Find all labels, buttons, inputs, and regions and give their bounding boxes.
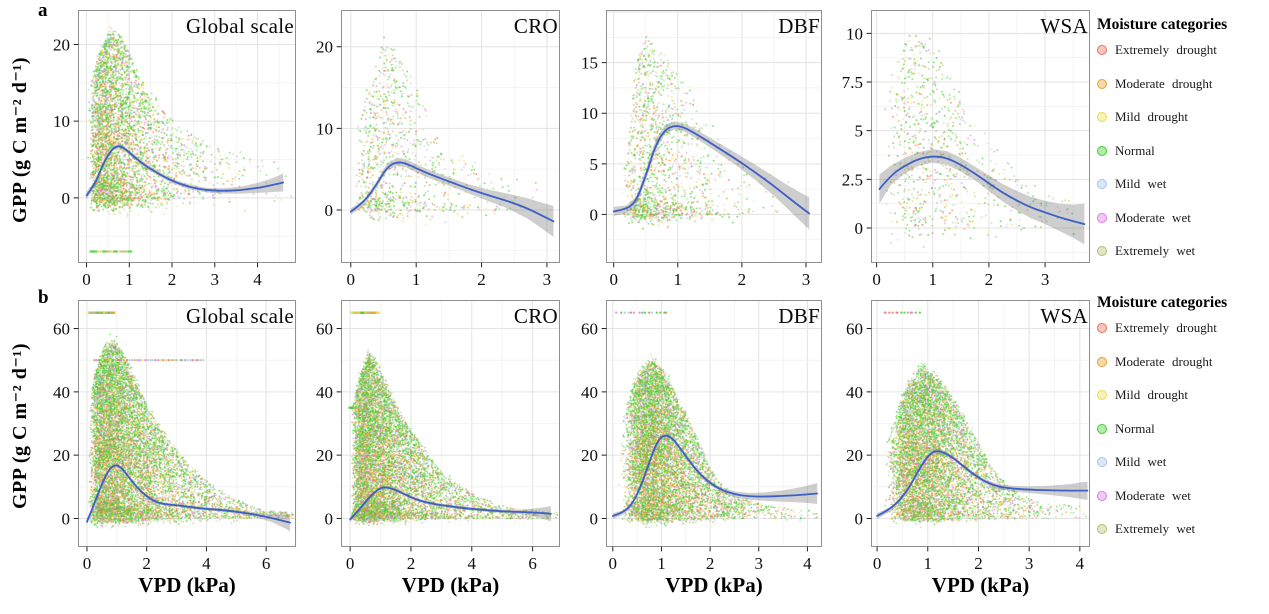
panel-b-dbf-canvas <box>564 291 834 583</box>
panel-b-wsa: WSA VPD (kPa) <box>829 291 1102 613</box>
panel-title: DBF <box>778 14 820 38</box>
panel-title: Global scale <box>186 14 294 38</box>
legend-item-moderate-wet: Moderate wet <box>1097 208 1269 228</box>
extremely-drought-marker-icon <box>1097 323 1107 333</box>
extremely-wet-marker-icon <box>1097 524 1107 534</box>
legend-item-mild-wet: Mild wet <box>1097 174 1269 194</box>
panel-a-cro-canvas <box>299 1 572 299</box>
panel-title: CRO <box>513 304 558 328</box>
y-axis-label-row-b: GPP (g C m⁻² d⁻¹) <box>9 342 31 509</box>
panel-a-wsa: WSA <box>829 1 1102 299</box>
panel-title: WSA <box>1040 304 1088 328</box>
panel-a-dbf: DBF <box>564 1 834 299</box>
x-axis-label: VPD (kPa) <box>931 573 1030 597</box>
legend-item-moderate-drought: Moderate drought <box>1097 352 1269 372</box>
panel-title: Global scale <box>186 304 294 328</box>
panel-title: DBF <box>778 304 820 328</box>
legend-item-mild-drought: Mild drought <box>1097 107 1269 127</box>
moderate-wet-marker-icon <box>1097 212 1107 223</box>
panel-title: WSA <box>1040 14 1088 38</box>
legend-title: Moisture categories <box>1097 16 1228 33</box>
moderate-wet-marker-icon <box>1097 490 1107 501</box>
x-axis-label: VPD (kPa) <box>665 573 763 597</box>
panel-a-global-canvas <box>36 1 308 299</box>
panel-a-dbf-canvas <box>564 1 834 299</box>
moderate-drought-marker-icon <box>1097 78 1107 89</box>
x-axis-label: VPD (kPa) <box>138 573 236 597</box>
mild-drought-marker-icon <box>1097 390 1107 400</box>
legend-row-b: Moisture categories Extremely drought Mo… <box>1097 294 1269 553</box>
panel-b-dbf: DBF VPD (kPa) <box>564 291 834 613</box>
legend-item-moderate-drought: Moderate drought <box>1097 74 1269 94</box>
panel-b-cro-canvas <box>299 291 572 583</box>
legend-item-normal: Normal <box>1097 141 1269 161</box>
mild-wet-marker-icon <box>1097 457 1107 467</box>
legend-item-normal: Normal <box>1097 419 1269 439</box>
extremely-wet-marker-icon <box>1097 246 1107 256</box>
panel-b-global: Global scale VPD (kPa) <box>36 291 308 613</box>
panel-b-wsa-canvas <box>829 291 1102 583</box>
legend-item-moderate-wet: Moderate wet <box>1097 486 1269 506</box>
moderate-drought-marker-icon <box>1097 356 1107 367</box>
legend-item-mild-wet: Mild wet <box>1097 452 1269 472</box>
panel-a-cro: CRO <box>299 1 572 299</box>
panel-b-global-canvas <box>36 291 308 583</box>
normal-marker-icon <box>1097 145 1107 156</box>
panel-b-cro: CRO VPD (kPa) <box>299 291 572 613</box>
mild-wet-marker-icon <box>1097 179 1107 189</box>
extremely-drought-marker-icon <box>1097 45 1107 55</box>
panel-a-global: Global scale <box>36 1 308 299</box>
legend-item-extremely-drought: Extremely drought <box>1097 318 1269 338</box>
legend-item-extremely-wet: Extremely wet <box>1097 519 1269 539</box>
legend-item-extremely-drought: Extremely drought <box>1097 40 1269 60</box>
x-axis-label: VPD (kPa) <box>401 573 500 597</box>
panel-title: CRO <box>513 14 558 38</box>
y-axis-label-row-a: GPP (g C m⁻² d⁻¹) <box>9 56 31 223</box>
legend-title: Moisture categories <box>1097 294 1228 311</box>
mild-drought-marker-icon <box>1097 112 1107 122</box>
panel-a-wsa-canvas <box>829 1 1102 299</box>
legend-row-a: Moisture categories Extremely drought Mo… <box>1097 16 1269 275</box>
legend-item-extremely-wet: Extremely wet <box>1097 241 1269 261</box>
legend-item-mild-drought: Mild drought <box>1097 385 1269 405</box>
normal-marker-icon <box>1097 423 1107 434</box>
